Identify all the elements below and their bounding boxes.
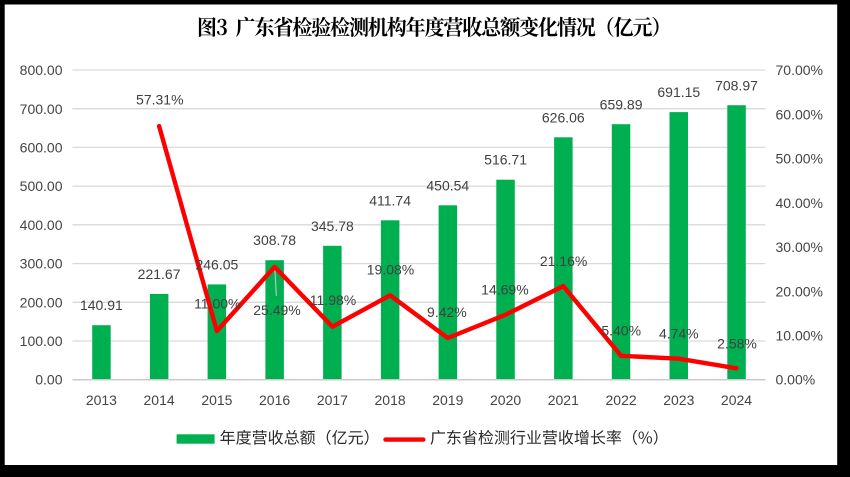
svg-text:700.00: 700.00 xyxy=(20,101,63,117)
svg-text:70.00%: 70.00% xyxy=(776,62,823,78)
svg-text:10.00%: 10.00% xyxy=(776,328,823,344)
svg-text:2024: 2024 xyxy=(721,392,752,408)
svg-text:300.00: 300.00 xyxy=(20,256,63,272)
svg-text:2021: 2021 xyxy=(548,392,579,408)
svg-text:0.00%: 0.00% xyxy=(776,372,816,388)
svg-text:691.15: 691.15 xyxy=(657,84,700,100)
svg-text:600.00: 600.00 xyxy=(20,140,63,156)
svg-text:500.00: 500.00 xyxy=(20,178,63,194)
svg-text:9.42%: 9.42% xyxy=(427,304,467,320)
svg-text:246.05: 246.05 xyxy=(195,257,238,273)
svg-text:400.00: 400.00 xyxy=(20,217,63,233)
svg-text:11.00%: 11.00% xyxy=(194,296,240,312)
svg-text:57.31%: 57.31% xyxy=(136,91,183,107)
svg-text:30.00%: 30.00% xyxy=(776,239,823,255)
svg-text:14.69%: 14.69% xyxy=(481,282,528,298)
svg-text:308.78: 308.78 xyxy=(253,232,296,248)
svg-text:19.08%: 19.08% xyxy=(367,262,414,278)
svg-text:100.00: 100.00 xyxy=(20,333,63,349)
svg-text:2016: 2016 xyxy=(259,392,290,408)
svg-text:21.16%: 21.16% xyxy=(540,253,587,269)
svg-text:2014: 2014 xyxy=(144,392,175,408)
svg-text:2013: 2013 xyxy=(86,392,117,408)
svg-text:411.74: 411.74 xyxy=(369,192,411,208)
svg-text:800.00: 800.00 xyxy=(20,62,63,78)
svg-text:2.58%: 2.58% xyxy=(717,336,757,352)
svg-text:5.40%: 5.40% xyxy=(601,323,641,339)
svg-text:4.74%: 4.74% xyxy=(659,325,699,341)
svg-text:50.00%: 50.00% xyxy=(776,151,823,167)
svg-text:200.00: 200.00 xyxy=(20,294,63,310)
svg-text:2023: 2023 xyxy=(663,392,694,408)
svg-text:0.00: 0.00 xyxy=(35,372,62,388)
svg-text:626.06: 626.06 xyxy=(542,109,585,125)
svg-text:221.67: 221.67 xyxy=(138,266,181,282)
svg-text:140.91: 140.91 xyxy=(80,297,123,313)
svg-text:60.00%: 60.00% xyxy=(776,106,823,122)
svg-text:2017: 2017 xyxy=(317,392,348,408)
svg-text:659.89: 659.89 xyxy=(600,96,643,112)
svg-text:708.97: 708.97 xyxy=(715,77,758,93)
svg-text:11.98%: 11.98% xyxy=(310,292,356,308)
svg-text:516.71: 516.71 xyxy=(484,152,527,168)
svg-text:450.54: 450.54 xyxy=(426,177,469,193)
svg-text:345.78: 345.78 xyxy=(311,218,354,234)
svg-text:2022: 2022 xyxy=(606,392,637,408)
svg-text:20.00%: 20.00% xyxy=(776,283,823,299)
svg-text:2020: 2020 xyxy=(490,392,521,408)
svg-text:2015: 2015 xyxy=(201,392,232,408)
svg-text:2019: 2019 xyxy=(432,392,463,408)
svg-text:40.00%: 40.00% xyxy=(776,195,823,211)
svg-text:2018: 2018 xyxy=(375,392,406,408)
svg-text:25.49%: 25.49% xyxy=(253,302,300,318)
